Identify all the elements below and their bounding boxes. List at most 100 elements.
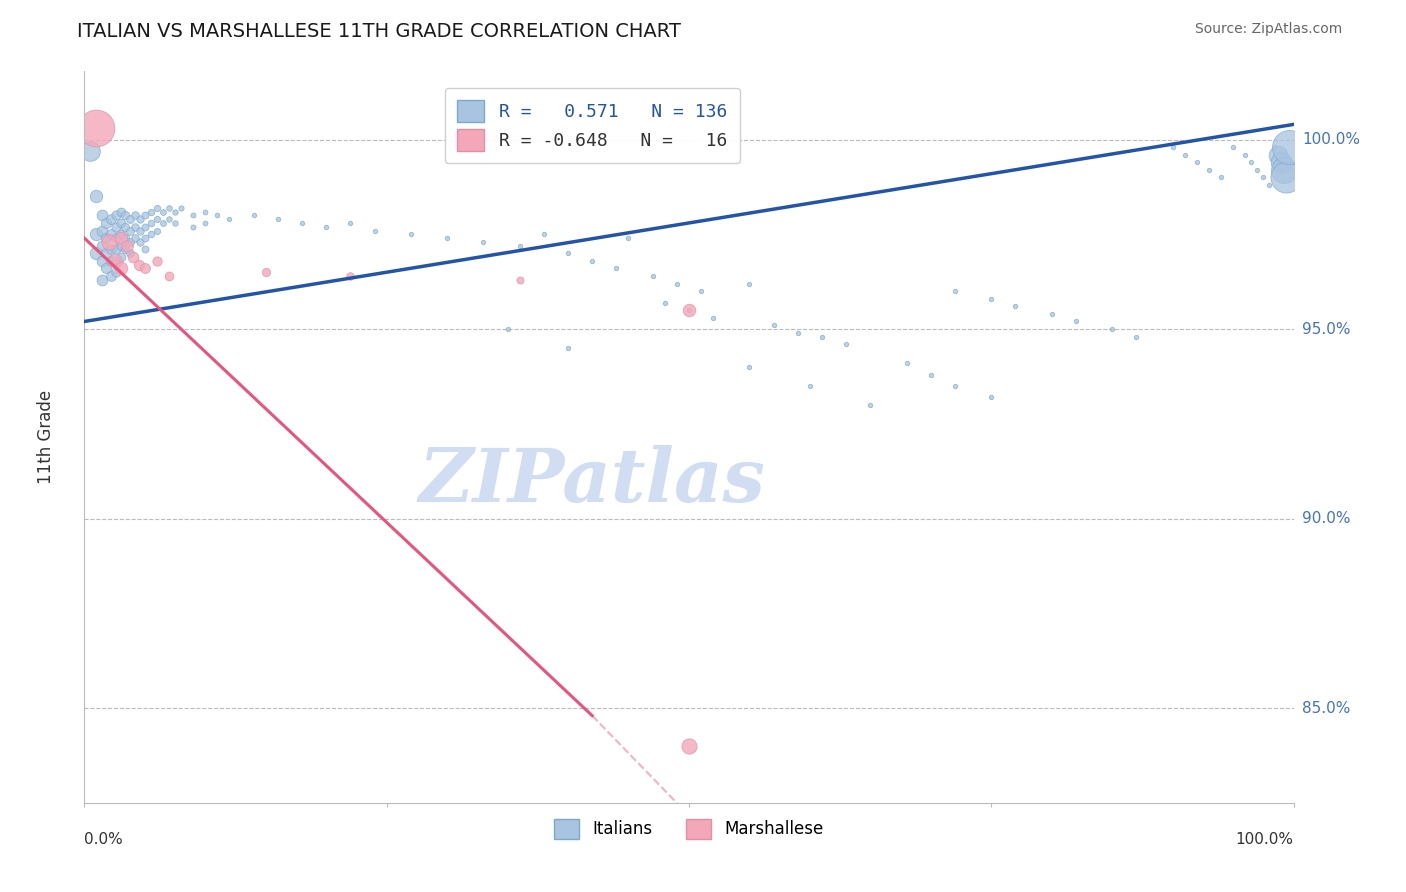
Point	[339, 216, 361, 230]
Text: Source: ZipAtlas.com: Source: ZipAtlas.com	[1195, 22, 1343, 37]
Point	[267, 212, 290, 227]
Point	[124, 231, 146, 245]
Point	[100, 253, 122, 268]
Point	[1278, 140, 1301, 154]
Point	[139, 204, 162, 219]
Point	[1275, 170, 1298, 185]
Point	[86, 121, 108, 136]
Point	[1125, 329, 1147, 343]
Point	[291, 216, 314, 230]
Point	[1161, 140, 1184, 154]
Text: 0.0%: 0.0%	[84, 832, 124, 847]
Point	[1004, 299, 1026, 313]
Point	[254, 265, 277, 279]
Point	[165, 204, 187, 219]
Text: 11th Grade: 11th Grade	[37, 390, 55, 484]
Point	[86, 227, 108, 242]
Text: 90.0%: 90.0%	[1302, 511, 1350, 526]
Point	[811, 329, 834, 343]
Point	[129, 235, 152, 249]
Point	[1270, 155, 1292, 169]
Point	[86, 189, 108, 203]
Point	[120, 212, 142, 227]
Point	[120, 223, 142, 237]
Point	[194, 204, 217, 219]
Point	[509, 273, 531, 287]
Point	[124, 219, 146, 234]
Legend: Italians, Marshallese: Italians, Marshallese	[547, 812, 831, 846]
Point	[799, 379, 821, 393]
Point	[1064, 314, 1087, 328]
Text: 85.0%: 85.0%	[1302, 700, 1350, 715]
Text: 95.0%: 95.0%	[1302, 322, 1350, 336]
Point	[134, 243, 156, 257]
Point	[242, 208, 264, 222]
Point	[114, 231, 136, 245]
Point	[146, 212, 169, 227]
Point	[165, 216, 187, 230]
Point	[110, 231, 132, 245]
Point	[557, 246, 579, 260]
Point	[1253, 170, 1275, 185]
Point	[786, 326, 808, 340]
Point	[678, 303, 700, 318]
Point	[129, 223, 152, 237]
Point	[157, 201, 180, 215]
Point	[581, 253, 603, 268]
Point	[110, 216, 132, 230]
Point	[557, 341, 579, 355]
Point	[654, 295, 676, 310]
Point	[110, 227, 132, 242]
Point	[104, 253, 127, 268]
Point	[114, 208, 136, 222]
Point	[124, 208, 146, 222]
Point	[104, 265, 127, 279]
Point	[896, 356, 918, 370]
Point	[509, 238, 531, 252]
Point	[363, 223, 385, 237]
Point	[134, 219, 156, 234]
Point	[980, 292, 1002, 306]
Point	[104, 208, 127, 222]
Point	[100, 243, 122, 257]
Point	[1198, 162, 1220, 177]
Point	[146, 253, 169, 268]
Point	[110, 250, 132, 264]
Point	[94, 246, 117, 260]
Point	[533, 227, 555, 242]
Point	[738, 277, 761, 291]
Point	[1258, 178, 1281, 192]
Point	[114, 243, 136, 257]
Point	[134, 261, 156, 276]
Point	[1174, 147, 1197, 161]
Point	[1246, 162, 1268, 177]
Point	[94, 231, 117, 245]
Point	[207, 208, 229, 222]
Point	[120, 246, 142, 260]
Point	[399, 227, 422, 242]
Point	[91, 208, 114, 222]
Point	[678, 303, 700, 318]
Point	[436, 231, 458, 245]
Point	[91, 223, 114, 237]
Point	[120, 235, 142, 249]
Point	[943, 284, 966, 298]
Point	[94, 216, 117, 230]
Text: 100.0%: 100.0%	[1236, 832, 1294, 847]
Point	[690, 284, 713, 298]
Point	[134, 231, 156, 245]
Point	[170, 201, 193, 215]
Point	[218, 212, 240, 227]
Point	[157, 212, 180, 227]
Point	[94, 261, 117, 276]
Point	[339, 268, 361, 283]
Point	[859, 398, 882, 412]
Point	[617, 231, 640, 245]
Point	[100, 227, 122, 242]
Point	[115, 238, 138, 252]
Point	[980, 390, 1002, 404]
Text: ZIPatlas: ZIPatlas	[419, 445, 766, 517]
Point	[139, 216, 162, 230]
Point	[181, 208, 204, 222]
Point	[104, 219, 127, 234]
